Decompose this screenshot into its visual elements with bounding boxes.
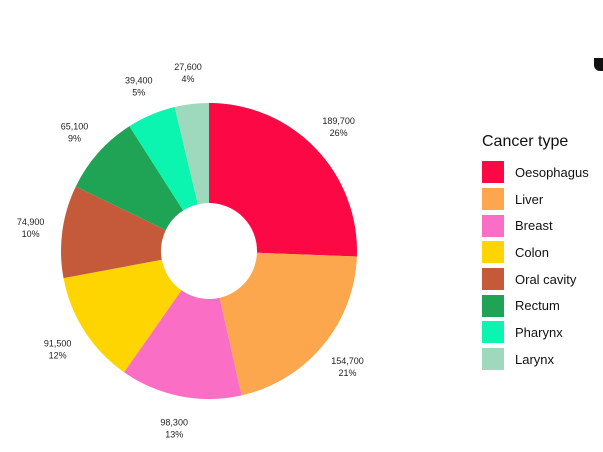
percent-label: 12% [49, 350, 67, 360]
slice-oesophagus [209, 103, 357, 257]
legend-item: Larynx [482, 346, 589, 373]
legend-swatch [482, 348, 504, 371]
legend-label: Oral cavity [515, 271, 577, 287]
legend-swatch [482, 321, 504, 344]
value-label: 27,600 [174, 62, 202, 72]
legend-item: Colon [482, 239, 589, 266]
legend-swatch [482, 268, 504, 291]
slice-oral-cavity [60, 186, 166, 279]
legend-label: Colon [515, 244, 549, 260]
legend-item: Rectum [482, 292, 589, 319]
slice-breast [124, 290, 242, 399]
legend-swatch [482, 161, 504, 184]
percent-label: 4% [181, 74, 194, 84]
legend-label: Larynx [515, 351, 555, 367]
legend-label: Pharynx [515, 324, 563, 340]
legend-item: Breast [482, 212, 589, 239]
slice-liver [219, 252, 357, 396]
legend-label: Liver [515, 191, 544, 207]
legend-item: Liver [482, 186, 589, 213]
value-label: 74,900 [17, 217, 45, 227]
value-label: 98,300 [160, 418, 188, 428]
slice-rectum [75, 126, 184, 231]
percent-label: 5% [132, 87, 145, 97]
legend-swatch [482, 188, 504, 211]
legend: Cancer type Oesophagus Liver Breast Colon Or… [482, 132, 589, 373]
percent-label: 21% [338, 368, 356, 378]
legend-items: Oesophagus Liver Breast Colon Oral cavity Rec… [482, 159, 589, 373]
legend-swatch [482, 214, 504, 237]
slice-larynx [174, 103, 209, 205]
legend-swatch [482, 294, 504, 317]
value-label: 91,500 [44, 338, 72, 348]
legend-item: Oral cavity [482, 266, 589, 293]
percent-label: 10% [22, 229, 40, 239]
legend-label: Rectum [515, 298, 560, 314]
legend-item: Oesophagus [482, 159, 589, 186]
corner-mark [594, 58, 603, 71]
value-label: 154,700 [331, 356, 364, 366]
percent-label: 13% [165, 430, 183, 440]
value-label: 39,400 [125, 75, 153, 85]
slice-pharynx [129, 107, 198, 211]
percent-label: 9% [68, 133, 81, 143]
legend-title: Cancer type [482, 133, 569, 150]
legend-label: Breast [515, 218, 553, 234]
percent-label: 26% [330, 128, 348, 138]
legend-swatch [482, 241, 504, 264]
value-label: 65,100 [61, 121, 89, 131]
value-label: 189,700 [322, 116, 355, 126]
legend-item: Pharynx [482, 319, 589, 346]
legend-label: Oesophagus [515, 164, 589, 180]
slice-colon [63, 259, 182, 373]
